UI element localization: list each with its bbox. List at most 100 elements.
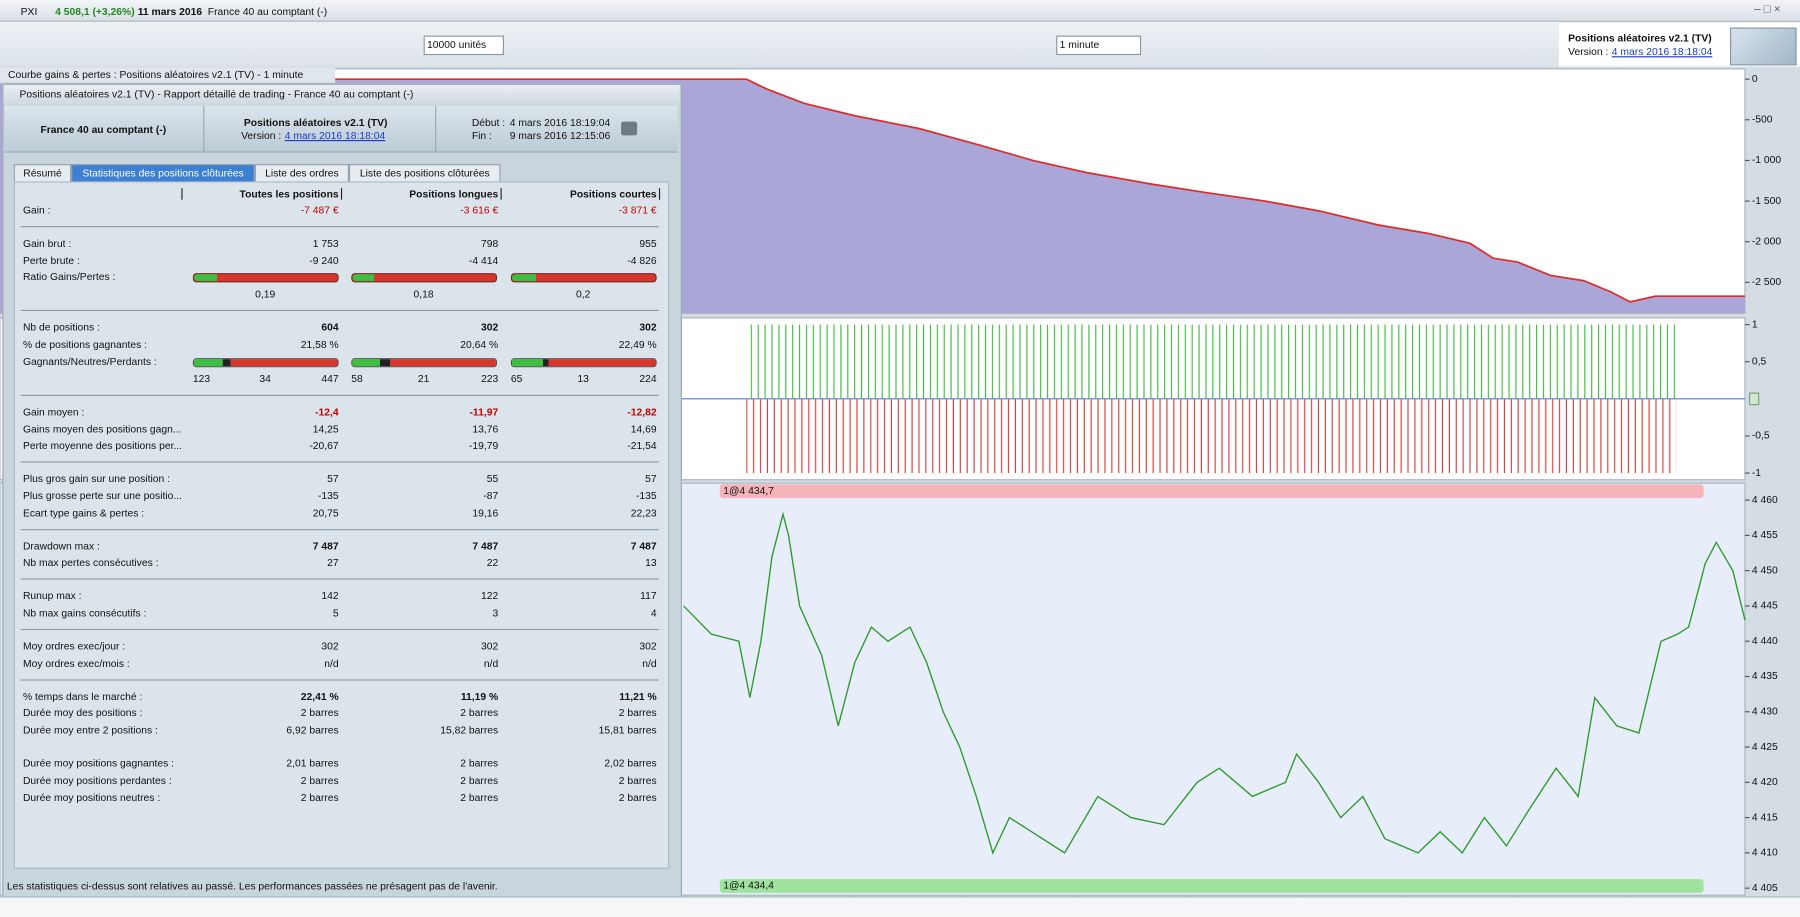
y-tick-label: 4 410: [1752, 848, 1778, 859]
y-tick-label: 4 425: [1752, 742, 1778, 753]
tab[interactable]: Liste des positions clôturées: [348, 164, 501, 182]
cell: -135: [635, 489, 657, 502]
row-label: Durée moy entre 2 positions :: [22, 724, 158, 736]
cell: 7 487: [630, 540, 657, 552]
cell: -20,67: [309, 439, 339, 452]
ratio-value: 0,18: [413, 288, 434, 300]
window-buttons[interactable]: – □ ×: [1754, 3, 1781, 17]
cell: 302: [480, 640, 499, 652]
report-title-bar: [3, 84, 680, 105]
row-label: Moy ordres exec/jour :: [22, 640, 126, 652]
cell: 22,49 %: [618, 338, 657, 351]
tab[interactable]: Liste des ordres: [254, 164, 349, 182]
ratio-bar: [194, 274, 217, 282]
order-band-bottom: [719, 879, 1704, 893]
timeframe-dropdown[interactable]: [1056, 35, 1142, 56]
separator: [20, 578, 659, 580]
count-value: 123: [192, 372, 211, 385]
y-tick-label: 4 440: [1752, 636, 1778, 647]
cell: 14,69: [630, 422, 657, 435]
column-header: Toutes les positions: [239, 188, 339, 200]
cell: -4 414: [468, 254, 499, 266]
chart-tab[interactable]: [0, 67, 336, 84]
cell: 20,64 %: [460, 338, 499, 351]
header-version-date[interactable]: 4 mars 2016 18:18:04: [284, 129, 386, 142]
cell: 122: [480, 590, 499, 602]
count-value: 34: [259, 372, 271, 385]
cell: 11,21 %: [619, 690, 657, 703]
cell: -12,82: [627, 406, 657, 418]
ratio-value: 0,19: [255, 288, 276, 300]
start-date: 4 mars 2016 18:19:04: [509, 117, 611, 129]
cell: 2 barres: [300, 791, 339, 803]
cell: -3 616 €: [460, 204, 499, 216]
divider: [203, 105, 205, 152]
cell: 302: [480, 321, 499, 334]
row-label: Ecart type gains & pertes :: [22, 506, 145, 519]
count-bar-segment: [389, 358, 496, 366]
y-tick-label: -1 000: [1752, 155, 1782, 166]
cell: 302: [639, 640, 657, 652]
count-bar-bg: [192, 357, 339, 368]
scale-icon: [1748, 392, 1760, 406]
ratio-bar: [352, 274, 375, 282]
row-label: % temps dans le marché :: [22, 690, 143, 703]
tab[interactable]: Résumé: [13, 164, 72, 182]
print-button[interactable]: [621, 121, 638, 136]
cell: 5: [332, 607, 339, 619]
cell: 2 barres: [460, 791, 499, 803]
cell: 2,01 barres: [286, 757, 339, 770]
row-label: Nb de positions :: [22, 321, 100, 334]
tab[interactable]: Statistiques des positions clôturées: [71, 164, 255, 182]
column-divider: [500, 188, 502, 200]
y-tick-label: 0: [1752, 74, 1758, 85]
report-title: Positions aléatoires v2.1 (TV) - Rapport…: [19, 88, 414, 100]
count-bar-segment: [542, 358, 550, 366]
count-bar-segment: [223, 358, 232, 366]
count-value: 224: [639, 372, 657, 385]
quantity-dropdown[interactable]: [423, 35, 504, 56]
title-bar: [0, 0, 1800, 22]
cell: 15,81 barres: [598, 724, 657, 736]
cell: 2 barres: [618, 774, 657, 786]
cell: 13: [645, 556, 657, 569]
y-tick-label: 4 460: [1752, 495, 1778, 506]
cell: 13,76: [472, 422, 499, 435]
timeframe[interactable]: 1 minute: [1059, 39, 1100, 51]
count-bar-bg: [351, 357, 498, 368]
system-name: Positions aléatoires v2.1 (TV): [1568, 32, 1712, 44]
cell: -21,54: [627, 439, 657, 452]
y-tick-label: 0,5: [1752, 356, 1767, 367]
cell: 1 753: [312, 237, 339, 250]
row-label: Gain moyen :: [22, 406, 85, 418]
row-label: Moy ordres exec/mois :: [22, 657, 130, 669]
symbol: PXI: [20, 5, 38, 18]
quantity[interactable]: 10000 unités: [427, 39, 487, 51]
version-date[interactable]: 4 mars 2016 18:18:04: [1611, 45, 1713, 58]
cell: 55: [486, 473, 499, 485]
order-label: 1@4 434,7: [723, 486, 774, 497]
count-value: 13: [577, 372, 589, 385]
y-tick-label: -500: [1752, 115, 1773, 126]
chart-tab-title[interactable]: Courbe gains & pertes : Positions aléato…: [8, 68, 304, 81]
ratio-bar: [512, 274, 536, 282]
cell: -7 487 €: [300, 204, 339, 216]
separator: [20, 461, 659, 463]
divider: [435, 105, 437, 152]
row-label: Plus grosse perte sur une positio...: [22, 489, 183, 502]
count-value: 65: [510, 372, 523, 385]
y-tick-label: -0,5: [1752, 431, 1770, 442]
cell: -12,4: [315, 406, 339, 418]
cell: 57: [327, 473, 339, 485]
end-date: 9 mars 2016 12:15:06: [509, 129, 611, 142]
row-label: Nb max gains consécutifs :: [22, 607, 147, 619]
cell: 57: [645, 473, 657, 485]
cell: 2 barres: [460, 757, 499, 770]
row-label: Nb max pertes consécutives :: [22, 556, 159, 569]
row-label: Gain :: [22, 204, 51, 216]
cell: -135: [317, 489, 339, 502]
y-tick-label: 4 445: [1752, 601, 1778, 612]
cell: 27: [327, 556, 339, 569]
cell: 2 barres: [460, 774, 499, 786]
